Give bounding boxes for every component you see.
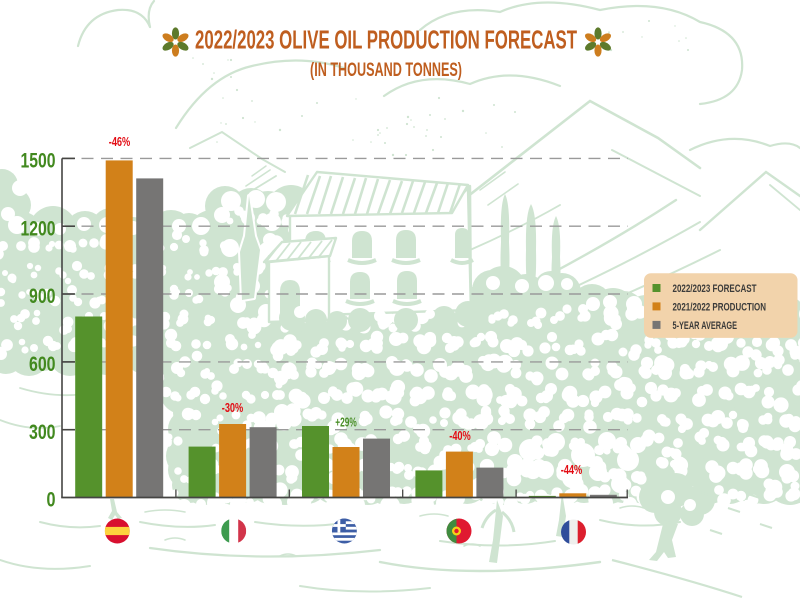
svg-text:2021/2022 PRODUCTION: 2021/2022 PRODUCTION [673,301,767,313]
svg-text:1200: 1200 [21,216,56,240]
svg-text:2022/2023 FORECAST: 2022/2023 FORECAST [673,283,757,295]
svg-text:0: 0 [47,488,56,512]
svg-text:-30%: -30% [222,400,244,415]
svg-text:900: 900 [29,284,56,308]
svg-text:-40%: -40% [449,428,471,443]
svg-text:300: 300 [29,420,56,444]
svg-text:1500: 1500 [21,149,56,173]
svg-text:600: 600 [29,352,56,376]
svg-text:-44%: -44% [561,462,583,477]
svg-text:2022/2023 OLIVE OIL PRODUCTION: 2022/2023 OLIVE OIL PRODUCTION FORECAST [195,24,577,54]
svg-text:-46%: -46% [109,134,131,149]
svg-text:5-YEAR AVERAGE: 5-YEAR AVERAGE [673,320,738,332]
svg-text:+29%: +29% [335,414,357,429]
svg-text:(IN THOUSAND TONNES): (IN THOUSAND TONNES) [310,59,462,81]
